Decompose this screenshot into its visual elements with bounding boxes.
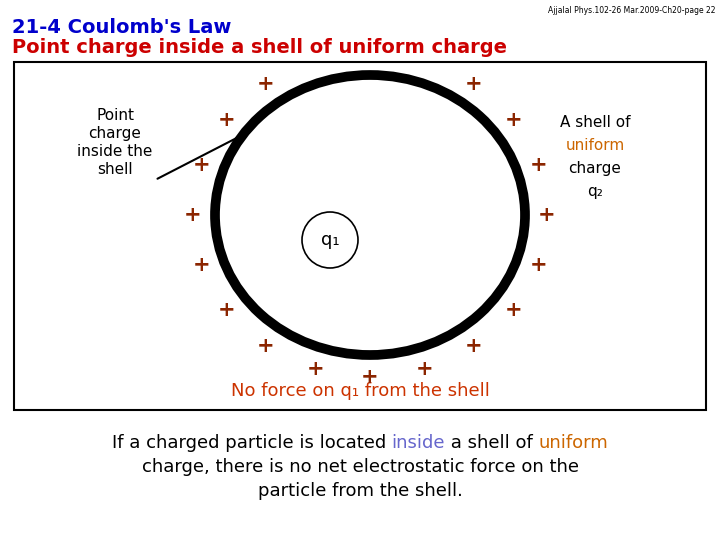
Text: +: + (307, 359, 324, 379)
Text: charge: charge (569, 161, 621, 176)
Text: 21-4 Coulomb's Law: 21-4 Coulomb's Law (12, 18, 231, 37)
Text: charge, there is no net electrostatic force on the: charge, there is no net electrostatic fo… (142, 458, 578, 476)
Text: +: + (529, 155, 547, 175)
Text: q₂: q₂ (587, 184, 603, 199)
Text: If a charged particle is located: If a charged particle is located (112, 434, 392, 452)
Text: No force on q₁ from the shell: No force on q₁ from the shell (230, 382, 490, 400)
Text: +: + (361, 367, 379, 387)
Text: uniform: uniform (565, 138, 625, 153)
Text: +: + (505, 110, 522, 130)
Text: +: + (538, 205, 556, 225)
Text: +: + (465, 336, 483, 356)
Text: Point charge inside a shell of uniform charge: Point charge inside a shell of uniform c… (12, 38, 507, 57)
Text: inside the: inside the (77, 144, 153, 159)
Text: +: + (257, 74, 275, 94)
Text: +: + (257, 336, 275, 356)
Text: Ajjalal Phys.102-26 Mar.2009-Ch20-page 22: Ajjalal Phys.102-26 Mar.2009-Ch20-page 2… (547, 6, 715, 15)
Text: +: + (505, 300, 522, 320)
Text: +: + (218, 300, 235, 320)
Text: +: + (465, 74, 483, 94)
Text: charge: charge (89, 126, 141, 141)
Text: A shell of: A shell of (559, 115, 630, 130)
Text: +: + (193, 155, 210, 175)
Text: +: + (416, 359, 433, 379)
Text: Point: Point (96, 108, 134, 123)
Text: particle from the shell.: particle from the shell. (258, 482, 462, 500)
Text: a shell of: a shell of (445, 434, 539, 452)
Text: shell: shell (97, 162, 132, 177)
Bar (14, 62, 706, 410)
Text: q₁: q₁ (320, 231, 339, 249)
Text: uniform: uniform (539, 434, 608, 452)
Text: +: + (529, 255, 547, 275)
Text: inside: inside (392, 434, 445, 452)
Text: +: + (218, 110, 235, 130)
Text: +: + (184, 205, 202, 225)
Text: +: + (193, 255, 210, 275)
